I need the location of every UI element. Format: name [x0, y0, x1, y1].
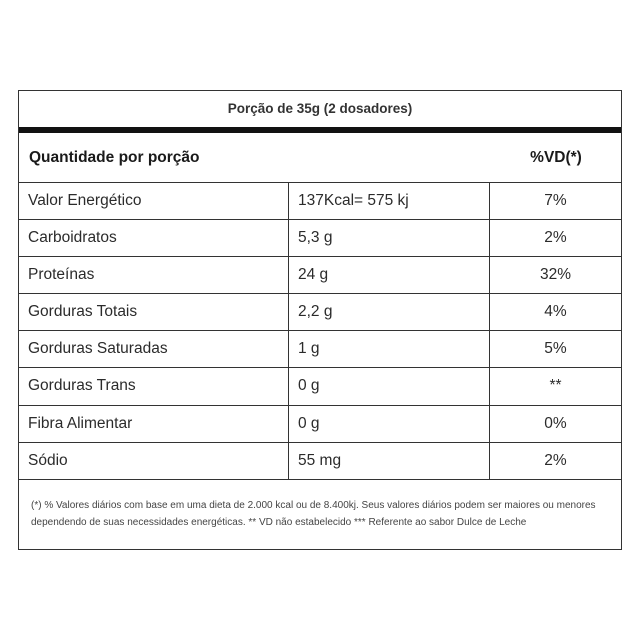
- table-row: Carboidratos 5,3 g 2%: [19, 220, 621, 258]
- nutrient-name: Gorduras Saturadas: [28, 340, 168, 358]
- nutrient-name: Fibra Alimentar: [28, 414, 133, 432]
- nutrient-name: Proteínas: [28, 266, 95, 284]
- nutrient-name: Gorduras Totais: [28, 303, 138, 321]
- nutrition-facts-table: Porção de 35g (2 dosadores) Quantidade p…: [18, 90, 622, 550]
- nutrient-amount: 0 g: [288, 405, 489, 442]
- nutrient-amount: 2,2 g: [288, 294, 489, 331]
- nutrient-daily-value: **: [489, 368, 621, 405]
- nutrient-amount: 137Kcal= 575 kj: [288, 183, 489, 220]
- table-row: Gorduras Totais 2,2 g 4%: [19, 294, 621, 332]
- nutrient-amount: 1 g: [288, 331, 489, 368]
- nutrient-daily-value: 0%: [489, 405, 621, 442]
- table-row: Valor Energético 137Kcal= 575 kj 7%: [19, 183, 621, 221]
- nutrient-amount: 0 g: [288, 368, 489, 405]
- nutrient-daily-value: 32%: [489, 257, 621, 294]
- nutrient-name: Carboidratos: [28, 229, 117, 247]
- table-row: Fibra Alimentar 0 g 0%: [19, 405, 621, 443]
- nutrient-daily-value: 7%: [489, 183, 621, 220]
- nutrient-amount: 24 g: [288, 257, 489, 294]
- table-row: Gorduras Saturadas 1 g 5%: [19, 331, 621, 369]
- table-row: Sódio 55 mg 2%: [19, 442, 621, 480]
- nutrient-daily-value: 5%: [489, 331, 621, 368]
- nutrient-daily-value: 4%: [489, 294, 621, 331]
- footnote: (*) % Valores diários com base em uma di…: [31, 500, 596, 528]
- serving-size: Porção de 35g (2 dosadores): [227, 101, 413, 116]
- nutrient-daily-value: 2%: [489, 442, 621, 479]
- header-quantity-label: Quantidade por porção: [29, 149, 200, 166]
- header-daily-value-label: %VD(*): [530, 149, 582, 166]
- nutrient-name: Valor Energético: [28, 192, 142, 209]
- table-row: Proteínas 24 g 32%: [19, 257, 621, 295]
- table-row: Gorduras Trans 0 g **: [19, 368, 621, 406]
- nutrient-amount: 55 mg: [288, 442, 489, 479]
- nutrient-amount: 5,3 g: [288, 220, 489, 257]
- table-header: Quantidade por porção %VD(*): [19, 133, 621, 183]
- thick-divider: [19, 127, 621, 133]
- nutrient-daily-value: 2%: [489, 220, 621, 257]
- nutrient-rows: Valor Energético 137Kcal= 575 kj 7% Carb…: [19, 183, 621, 480]
- nutrient-name: Gorduras Trans: [28, 377, 136, 395]
- nutrient-name: Sódio: [28, 451, 68, 469]
